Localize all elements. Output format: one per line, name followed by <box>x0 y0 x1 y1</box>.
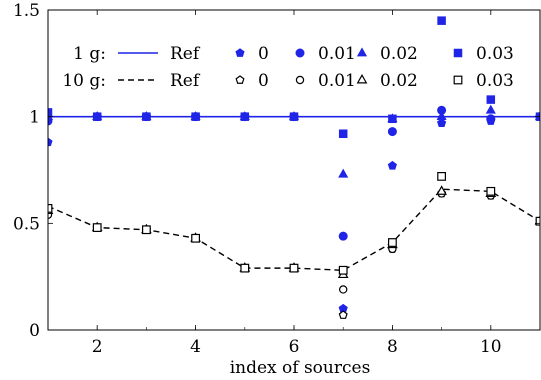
data-point-1g-circle <box>437 105 447 115</box>
legend-marker-triangle <box>356 73 368 84</box>
data-point-10g-pentagon <box>338 310 348 319</box>
data-point-10g-square <box>92 223 102 233</box>
legend-level-label: 0.03 <box>476 44 514 64</box>
legend-level-label: 0.01 <box>318 71 356 91</box>
data-point-10g-square <box>535 216 540 226</box>
legend-group-label: 1 g: <box>73 44 106 64</box>
data-point-1g-square <box>437 16 446 25</box>
data-point-1g-circle <box>387 127 397 137</box>
legend-marker-circle <box>295 48 305 58</box>
y-tick-label: 0 <box>29 321 40 341</box>
legend-background <box>49 26 537 92</box>
legend-marker-circle <box>295 75 305 85</box>
legend: 1 g: Ref 0 0.01 0.02 0.03 10 g: Ref 0 0.01 0.02 0.0… <box>49 26 537 92</box>
data-point-1g-triangle <box>485 104 496 114</box>
legend-marker-square <box>453 48 463 58</box>
data-point-10g-triangle <box>436 185 447 195</box>
legend-level-label: 0.02 <box>380 71 418 91</box>
data-point-1g-triangle <box>48 111 54 121</box>
data-point-10g-square <box>486 186 496 196</box>
data-point-10g-square <box>289 263 299 273</box>
data-point-1g-square <box>48 108 53 117</box>
data-point-1g-pentagon <box>437 118 447 127</box>
legend-marker-triangle <box>356 47 368 57</box>
legend-level-label: 0 <box>258 71 269 91</box>
series-line-10g-ref <box>48 188 540 271</box>
data-point-10g-circle <box>339 285 348 294</box>
y-tick-label: 1 <box>29 108 40 128</box>
x-axis-label: index of sources <box>230 358 371 378</box>
data-point-10g-square <box>191 233 201 243</box>
x-tick-label: 8 <box>387 337 398 357</box>
data-point-1g-triangle <box>338 168 349 178</box>
data-point-10g-square <box>437 172 446 181</box>
y-tick-label: 0.5 <box>13 214 40 234</box>
data-point-10g-square <box>240 263 250 273</box>
legend-ref-label: Ref <box>170 71 201 91</box>
data-point-1g-pentagon <box>48 137 53 147</box>
data-point-10g-square <box>338 265 348 275</box>
data-point-1g-square <box>289 112 299 121</box>
legend-marker-pentagon <box>235 75 245 84</box>
legend-marker-pentagon <box>235 48 245 57</box>
legend-level-label: 0.03 <box>476 71 514 91</box>
data-point-1g-square <box>191 112 200 121</box>
legend-level-label: 0.01 <box>318 44 356 64</box>
data-point-1g-square <box>388 114 397 124</box>
legend-level-label: 0.02 <box>380 44 418 64</box>
data-point-1g-square <box>240 112 250 121</box>
data-point-1g-pentagon <box>387 160 397 170</box>
data-point-1g-square <box>92 112 102 121</box>
data-point-1g-square <box>486 95 496 104</box>
data-point-1g-circle <box>338 231 348 241</box>
x-tick-label: 4 <box>190 337 201 357</box>
y-tick-label: 1.5 <box>13 1 40 21</box>
x-tick-label: 2 <box>92 337 103 357</box>
data-point-1g-square <box>338 129 348 138</box>
legend-ref-label: Ref <box>170 44 201 64</box>
legend-level-label: 0 <box>258 44 269 64</box>
data-point-1g-triangle <box>436 111 447 121</box>
data-point-1g-pentagon <box>338 303 348 313</box>
data-point-10g-square <box>142 225 151 235</box>
x-tick-label: 6 <box>289 337 300 357</box>
data-point-1g-square <box>142 112 151 121</box>
data-point-10g-square <box>388 238 397 247</box>
data-point-1g-circle <box>486 114 496 124</box>
legend-marker-square <box>453 75 463 85</box>
x-tick-label: 10 <box>480 337 502 357</box>
legend-group-label: 10 g: <box>62 71 106 91</box>
